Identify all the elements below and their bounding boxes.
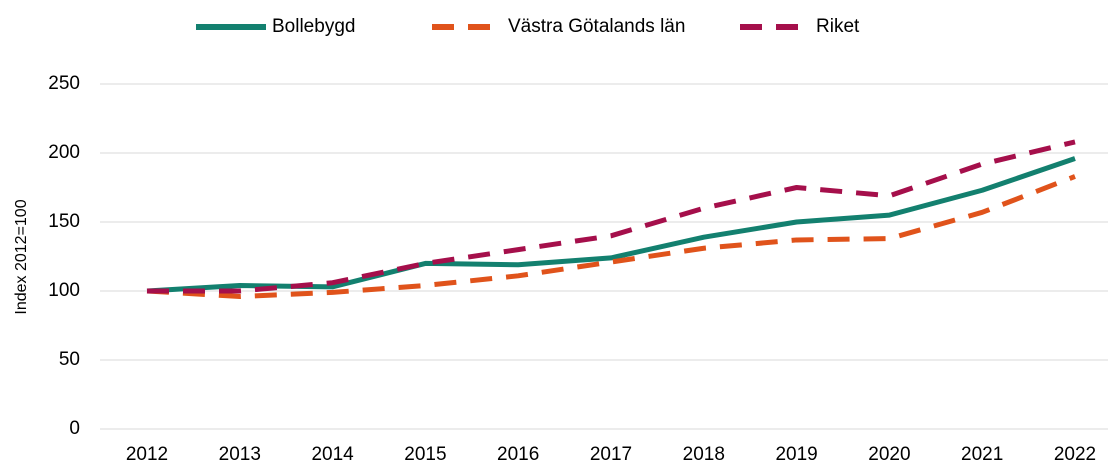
series-line [147,139,1076,294]
x-tick-label: 2017 [590,444,632,465]
x-tick-label: 2015 [404,444,446,465]
legend-label: Bollebygd [272,16,355,37]
y-axis-label: Index 2012=100 [13,199,30,314]
x-tick-label: 2012 [126,444,168,465]
y-tick-label: 100 [48,280,80,301]
x-tick-label: 2018 [683,444,725,465]
x-tick-label: 2020 [868,444,910,465]
legend-label: Västra Götalands län [508,16,685,37]
y-tick-label: 0 [69,418,80,439]
x-tick-label: 2022 [1054,444,1096,465]
x-tick-label: 2016 [497,444,539,465]
series-line [146,174,1076,300]
x-tick-label: 2013 [219,444,261,465]
y-tick-label: 200 [48,142,80,163]
x-tick-label: 2014 [311,444,354,465]
y-tick-label: 50 [59,349,80,370]
x-tick-label: 2019 [775,444,817,465]
y-tick-label: 150 [48,211,80,232]
y-tick-label: 250 [48,73,80,94]
x-tick-label: 2021 [961,444,1003,465]
legend-label: Riket [816,16,860,37]
